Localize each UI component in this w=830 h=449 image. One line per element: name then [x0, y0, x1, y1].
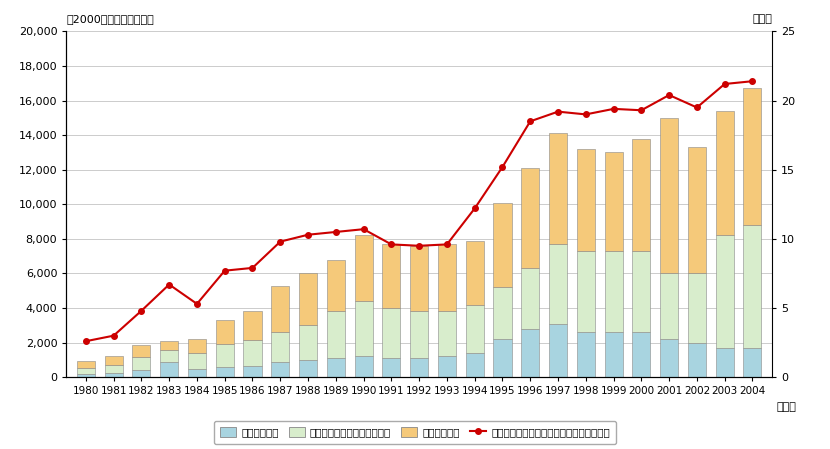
Bar	[688, 273, 706, 343]
Bar	[410, 312, 428, 358]
Bar	[271, 286, 290, 332]
Bar	[466, 304, 484, 353]
Bar	[466, 353, 484, 377]
Bar	[271, 332, 290, 361]
Bar	[271, 361, 290, 377]
Bar	[744, 88, 761, 225]
Bar	[549, 133, 567, 244]
Bar	[577, 251, 595, 332]
Bar	[188, 339, 206, 353]
Bar	[160, 341, 178, 349]
Bar	[715, 111, 734, 235]
Bar	[744, 348, 761, 377]
Bar	[632, 251, 651, 332]
Legend: 電気通信機器, 電子計算機本体・同付属装置, ソフトウェア, 民間企業設備投資に占める情報化投資比率: 電気通信機器, 電子計算機本体・同付属装置, ソフトウェア, 民間企業設備投資に…	[214, 421, 616, 444]
Bar	[549, 244, 567, 324]
Bar	[438, 244, 456, 312]
Bar	[188, 353, 206, 369]
Bar	[410, 358, 428, 377]
Bar	[383, 358, 400, 377]
Bar	[105, 365, 123, 373]
Bar	[632, 332, 651, 377]
Bar	[383, 308, 400, 358]
Bar	[494, 202, 511, 287]
Bar	[438, 312, 456, 357]
Bar	[549, 324, 567, 377]
Bar	[521, 168, 540, 268]
Bar	[604, 332, 622, 377]
Bar	[105, 357, 123, 365]
Bar	[243, 340, 261, 366]
Bar	[105, 373, 123, 377]
Bar	[688, 343, 706, 377]
Bar	[494, 287, 511, 339]
Bar	[466, 241, 484, 304]
Bar	[494, 339, 511, 377]
Text: （％）: （％）	[752, 14, 772, 25]
Bar	[132, 357, 150, 370]
Bar	[744, 225, 761, 348]
Bar	[577, 149, 595, 251]
Bar	[604, 152, 622, 251]
Bar	[438, 357, 456, 377]
Bar	[299, 325, 317, 360]
Bar	[216, 367, 234, 377]
Bar	[632, 139, 651, 251]
Text: （2000年価格、十億円）: （2000年価格、十億円）	[66, 14, 154, 25]
Bar	[243, 311, 261, 340]
Bar	[132, 345, 150, 357]
Bar	[715, 348, 734, 377]
Bar	[299, 360, 317, 377]
Bar	[299, 273, 317, 325]
Bar	[188, 369, 206, 377]
Bar	[216, 320, 234, 344]
Text: （年）: （年）	[776, 402, 796, 412]
Bar	[77, 368, 95, 374]
Bar	[327, 312, 344, 358]
Bar	[383, 244, 400, 308]
Bar	[660, 273, 678, 339]
Bar	[521, 268, 540, 329]
Bar	[327, 260, 344, 312]
Bar	[660, 118, 678, 273]
Bar	[77, 361, 95, 368]
Bar	[688, 147, 706, 273]
Bar	[604, 251, 622, 332]
Bar	[715, 235, 734, 348]
Bar	[521, 329, 540, 377]
Bar	[660, 339, 678, 377]
Bar	[160, 349, 178, 361]
Bar	[410, 246, 428, 312]
Bar	[132, 370, 150, 377]
Bar	[160, 361, 178, 377]
Bar	[354, 357, 373, 377]
Bar	[577, 332, 595, 377]
Bar	[354, 235, 373, 301]
Bar	[243, 366, 261, 377]
Bar	[216, 344, 234, 367]
Bar	[354, 301, 373, 357]
Bar	[77, 374, 95, 377]
Bar	[327, 358, 344, 377]
